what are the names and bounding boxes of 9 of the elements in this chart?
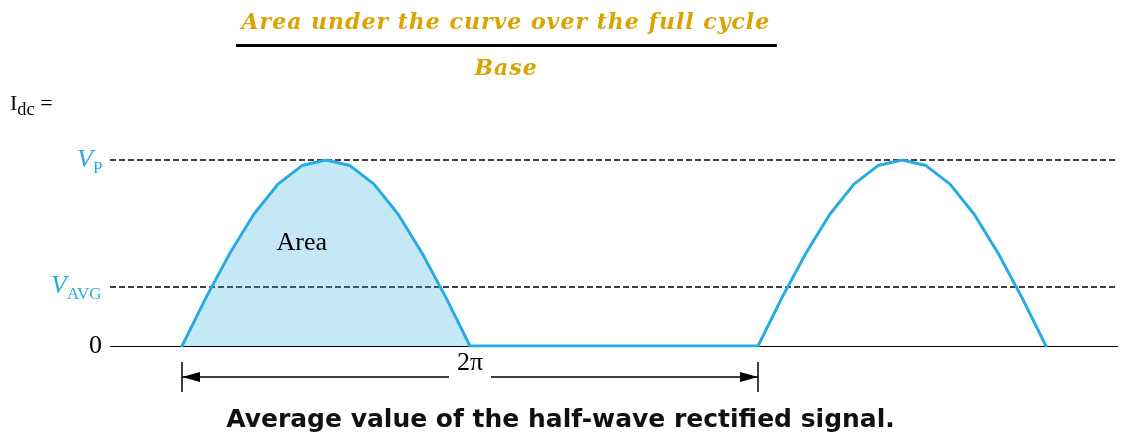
text: Average value of the half-wave rectified signal. [226,404,895,433]
ref-line-label: V$_{AVG}$ [51,270,102,304]
text: Area under the curve over the full cycle [241,8,771,34]
ref-line-label: 0 [89,330,102,359]
annotation: Area [276,226,328,257]
ref-line-label: V$_{P}$ [77,144,103,178]
text: 2π [457,347,484,377]
text: I$_{dc}$ = [10,90,53,121]
text: Base [474,54,538,80]
